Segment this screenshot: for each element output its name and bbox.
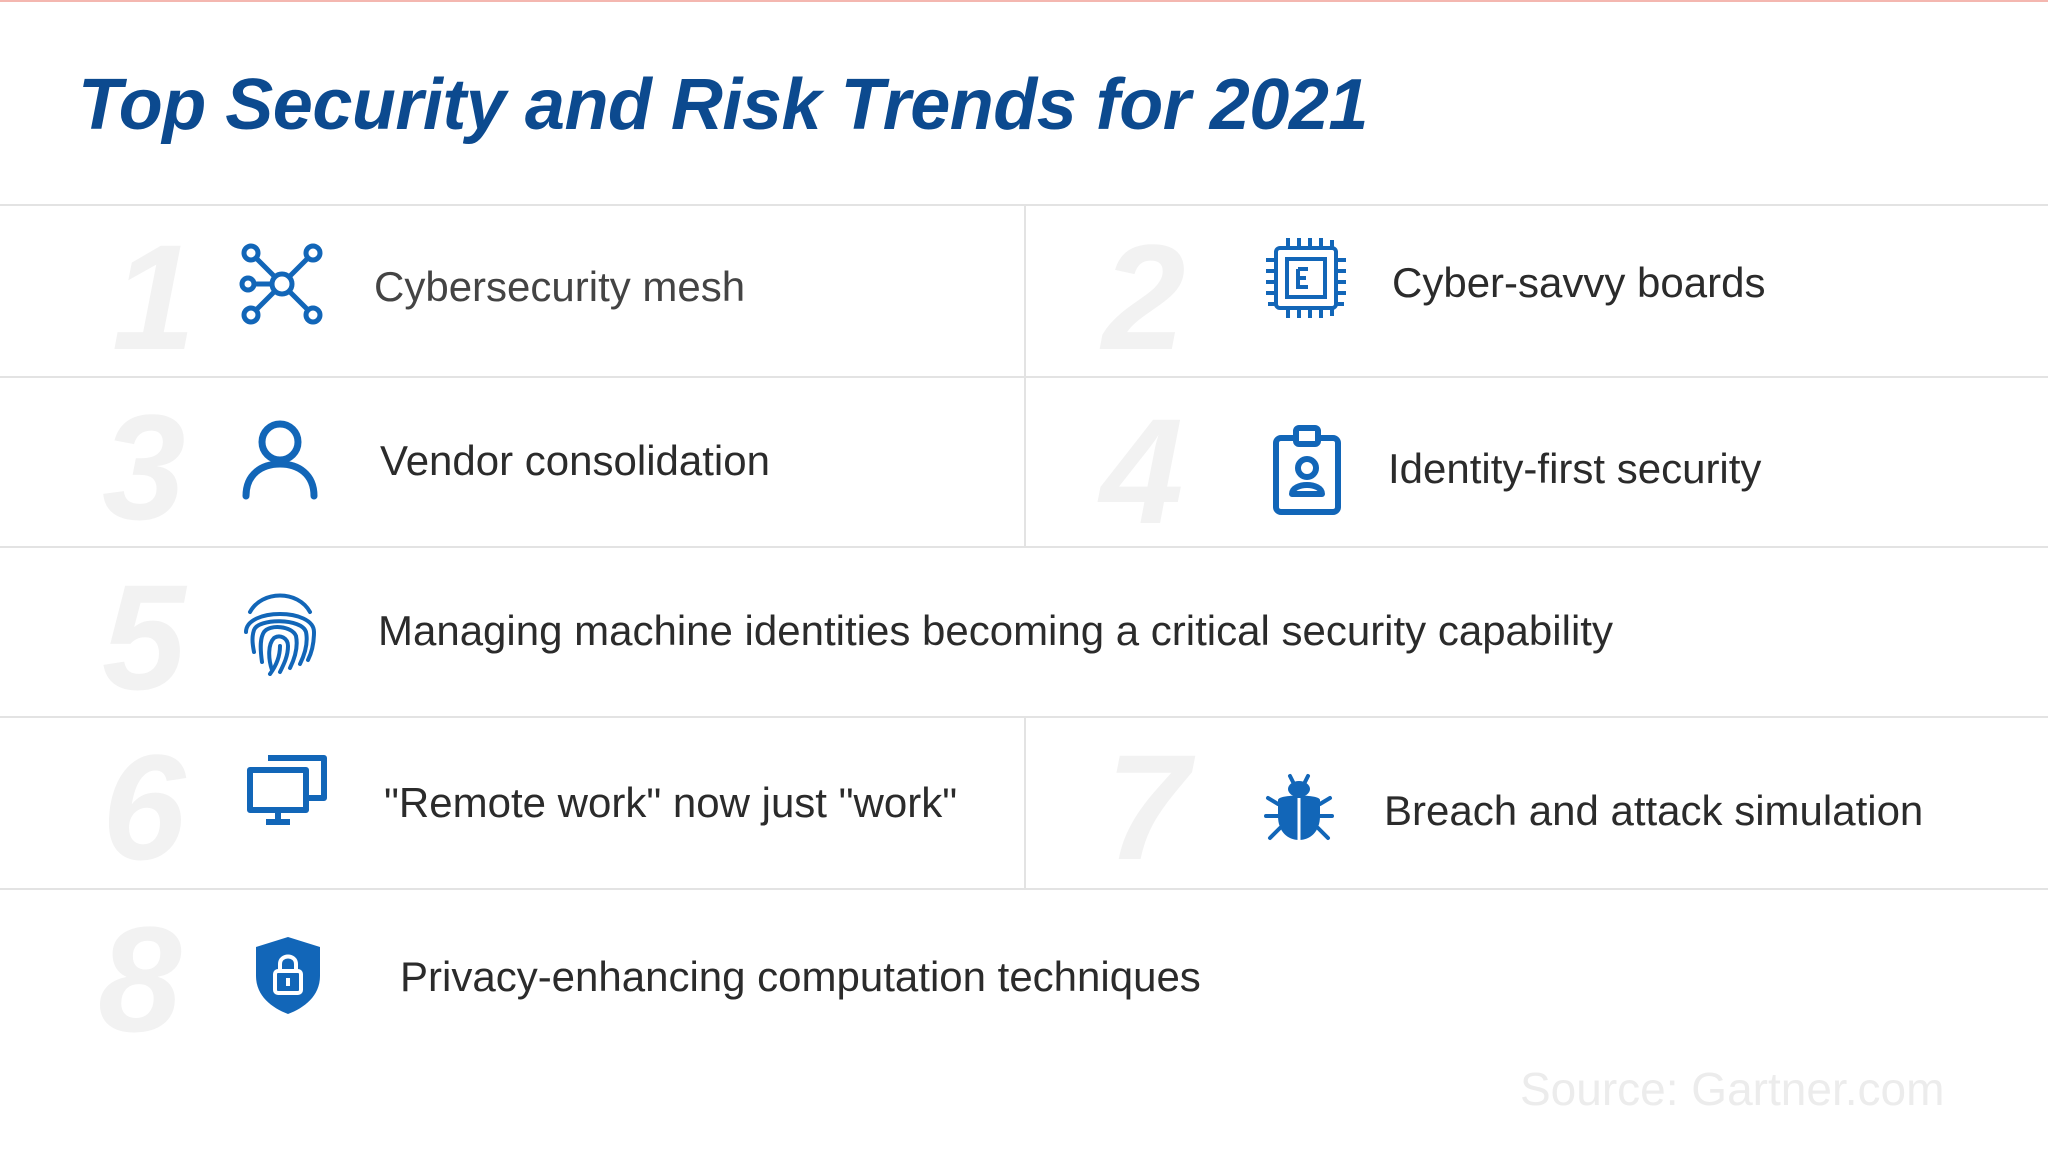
bug-icon — [1264, 772, 1334, 842]
fingerprint-icon — [240, 588, 320, 676]
trend-number: 5 — [102, 553, 186, 721]
page-title: Top Security and Risk Trends for 2021 — [78, 65, 1368, 145]
monitors-icon — [246, 752, 328, 826]
id-badge-icon — [1272, 424, 1342, 516]
column-divider — [1024, 204, 1026, 546]
trend-label: Privacy-enhancing computation techniques — [400, 953, 1201, 1000]
trend-label: Cyber-savvy boards — [1392, 259, 1766, 306]
chip-icon — [1260, 232, 1352, 324]
top-accent-line — [0, 0, 2048, 2]
source-credit: Source: Gartner.com — [1520, 1063, 1945, 1115]
column-divider — [1024, 716, 1026, 888]
network-mesh-icon — [238, 240, 326, 328]
trend-label: Breach and attack simulation — [1384, 787, 1924, 834]
trend-number: 3 — [102, 383, 186, 551]
row-divider — [0, 546, 2048, 548]
row-divider — [0, 888, 2048, 890]
trend-label: Vendor consolidation — [380, 437, 770, 484]
trend-number: 1 — [112, 213, 196, 381]
trend-label: Managing machine identities becoming a c… — [378, 607, 1613, 654]
trend-number: 6 — [102, 723, 186, 891]
trend-label: Identity-first security — [1388, 445, 1762, 492]
trend-number: 4 — [1100, 387, 1184, 555]
person-icon — [240, 418, 320, 500]
trend-label: Cybersecurity mesh — [374, 263, 746, 310]
trend-number: 2 — [1102, 213, 1186, 381]
trend-label: "Remote work" now just "work" — [384, 779, 958, 826]
shield-lock-icon — [252, 934, 324, 1016]
trend-number: 8 — [98, 895, 182, 1063]
trend-number: 7 — [1106, 723, 1190, 891]
